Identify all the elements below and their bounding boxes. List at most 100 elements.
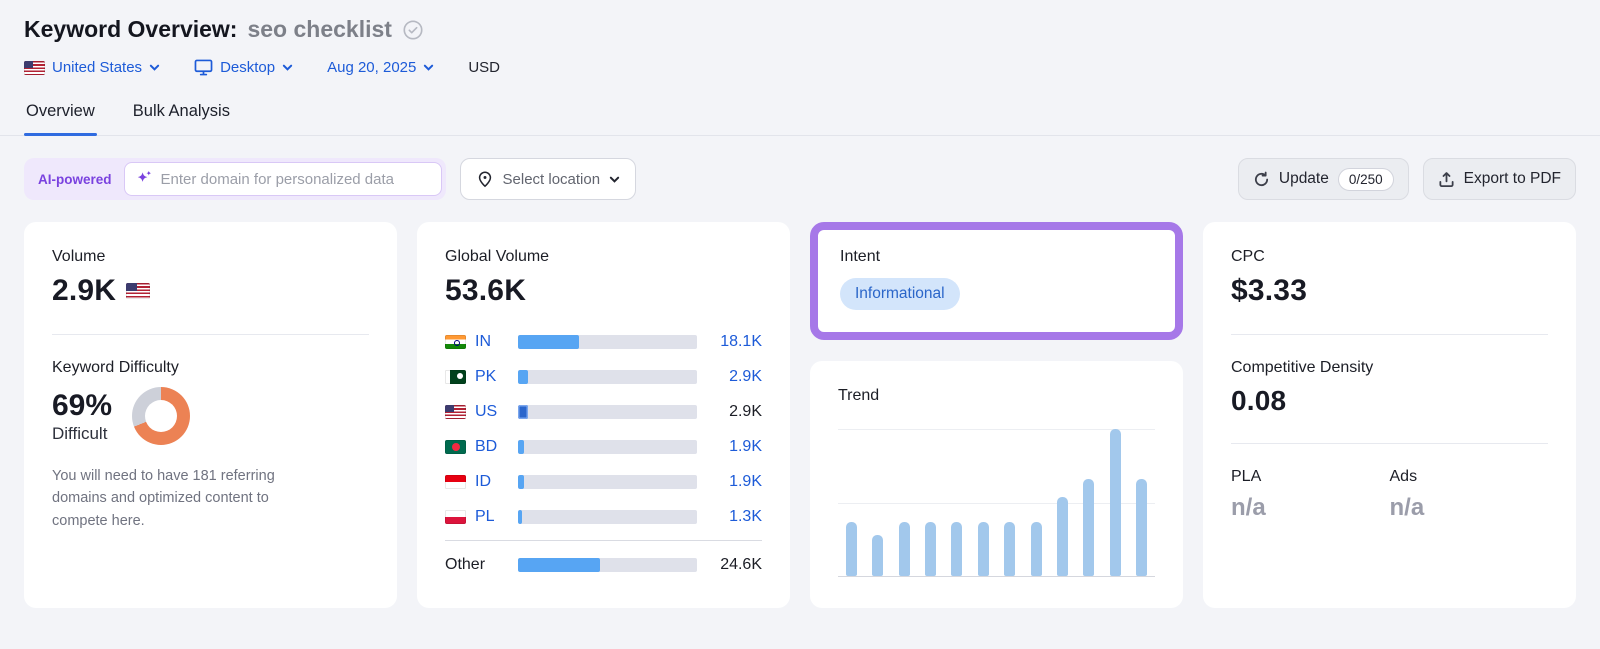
trend-bar [1056, 496, 1068, 576]
trend-bar [977, 521, 989, 576]
keyword-difficulty-value: 69% [52, 388, 113, 422]
country-code-link[interactable]: ID [475, 472, 491, 490]
update-button[interactable]: Update 0/250 [1237, 158, 1409, 200]
intent-trend-column: Intent Informational Trend [810, 222, 1183, 608]
export-pdf-label: Export to PDF [1463, 170, 1561, 187]
country-code-link[interactable]: BD [475, 437, 498, 455]
country-code-link[interactable]: PL [475, 507, 495, 525]
x-axis-line [838, 576, 1155, 577]
page-title: Keyword Overview: [24, 16, 238, 42]
country-volume-row: PK 2.9K [445, 359, 762, 394]
trend-bar [872, 534, 884, 576]
us-flag-icon [445, 404, 466, 419]
domain-input-wrap [123, 162, 442, 196]
country-code-link[interactable]: PK [475, 367, 497, 385]
trend-bar [1083, 478, 1095, 576]
country-volume-value[interactable]: 1.9K [729, 437, 762, 455]
country-volume-row: ID 1.9K [445, 464, 762, 499]
bd-flag-icon [445, 439, 466, 454]
volume-value: 2.9K [52, 274, 117, 307]
difficulty-donut-chart [132, 387, 191, 445]
country-volume-value[interactable]: 1.9K [729, 472, 762, 490]
location-pin-icon [478, 171, 491, 188]
country-volume-value[interactable]: 1.3K [729, 507, 762, 525]
trend-chart [838, 429, 1155, 577]
trend-bars [846, 429, 1147, 576]
divider [1231, 443, 1548, 444]
gridline [838, 429, 1155, 430]
device-filter[interactable]: Desktop [194, 59, 293, 76]
intent-informational-badge[interactable]: Informational [840, 278, 960, 310]
gridline [838, 503, 1155, 504]
other-volume-row: Other 24.6K [445, 547, 762, 582]
country-volume-value[interactable]: 18.1K [720, 332, 762, 350]
country-volume-row: IN 18.1K [445, 324, 762, 359]
country-volume-bar [518, 474, 697, 489]
volume-label: Volume [52, 248, 106, 265]
country-volume-value[interactable]: 2.9K [729, 367, 762, 385]
chevron-down-icon [282, 64, 293, 71]
country-volume-row: US 2.9K [445, 394, 762, 429]
ads-label: Ads [1389, 468, 1418, 485]
global-volume-card: Global Volume 53.6K IN 18.1K PK 2.9K US 2.9K B… [417, 222, 790, 608]
ai-powered-badge: AI-powered [38, 171, 112, 187]
divider [445, 540, 762, 541]
desktop-icon [194, 59, 213, 76]
country-code-link[interactable]: US [475, 402, 498, 420]
update-count-badge: 0/250 [1337, 167, 1394, 191]
chevron-down-icon [424, 64, 434, 71]
divider [52, 334, 369, 335]
date-filter[interactable]: Aug 20, 2025 [327, 59, 434, 76]
ai-powered-group: AI-powered [24, 158, 446, 200]
intent-label: Intent [840, 248, 881, 265]
country-filter[interactable]: United States [24, 59, 160, 76]
other-label: Other [445, 555, 486, 573]
date-filter-label: Aug 20, 2025 [327, 59, 417, 76]
check-circle-icon [403, 19, 423, 40]
difficulty-description: You will need to have 181 referring doma… [52, 468, 275, 529]
other-volume-bar-fill [518, 557, 601, 572]
country-volume-list: IN 18.1K PK 2.9K US 2.9K BD 1.9K ID 1.9K PL 1.3K Oth… [445, 324, 762, 582]
trend-bar [951, 521, 963, 576]
country-volume-bar-fill [518, 439, 525, 454]
volume-difficulty-card: Volume 2.9K Keyword Difficulty 69% Diffi… [24, 222, 397, 608]
competitive-density-label: Competitive Density [1231, 359, 1374, 376]
chevron-down-icon [149, 64, 160, 71]
country-volume-bar [518, 334, 697, 349]
device-filter-label: Desktop [220, 59, 276, 76]
domain-input[interactable] [123, 162, 442, 196]
trend-bar [1109, 429, 1121, 576]
pl-flag-icon [445, 509, 466, 524]
trend-bar [846, 521, 857, 576]
country-volume-bar [518, 404, 697, 419]
global-volume-value: 53.6K [445, 274, 527, 307]
in-flag-icon [445, 334, 466, 349]
other-volume-value: 24.6K [720, 555, 762, 573]
country-volume-bar-fill [518, 334, 579, 349]
country-volume-value: 2.9K [729, 402, 762, 420]
tab-bulk-analysis[interactable]: Bulk Analysis [132, 102, 230, 120]
select-location-dropdown[interactable]: Select location [459, 158, 637, 200]
country-volume-bar [518, 439, 697, 454]
keyword-difficulty-level: Difficult [52, 423, 108, 443]
ads-value: n/a [1389, 494, 1425, 521]
divider [1231, 334, 1548, 335]
country-filter-label: United States [52, 59, 143, 76]
page-header: Keyword Overview: seo checklist [24, 0, 1576, 43]
keyword-difficulty-label: Keyword Difficulty [52, 359, 179, 376]
trend-bar [1030, 521, 1042, 576]
tab-overview[interactable]: Overview [24, 100, 97, 136]
pla-value: n/a [1231, 494, 1266, 521]
country-volume-bar [518, 509, 697, 524]
cpc-value: $3.33 [1231, 274, 1308, 307]
currency-label: USD [468, 59, 501, 76]
tab-bar: Overview Bulk Analysis [0, 100, 1600, 136]
pk-flag-icon [445, 369, 466, 384]
country-code-link[interactable]: IN [475, 332, 491, 350]
other-volume-bar [518, 557, 697, 572]
trend-card: Trend [810, 361, 1183, 608]
toolbar-actions: Update 0/250 Export to PDF [1237, 158, 1576, 200]
select-location-label: Select location [502, 170, 601, 188]
filter-bar: United States Desktop Aug 20, 2025 USD [24, 59, 1576, 76]
export-pdf-button[interactable]: Export to PDF [1422, 158, 1576, 200]
